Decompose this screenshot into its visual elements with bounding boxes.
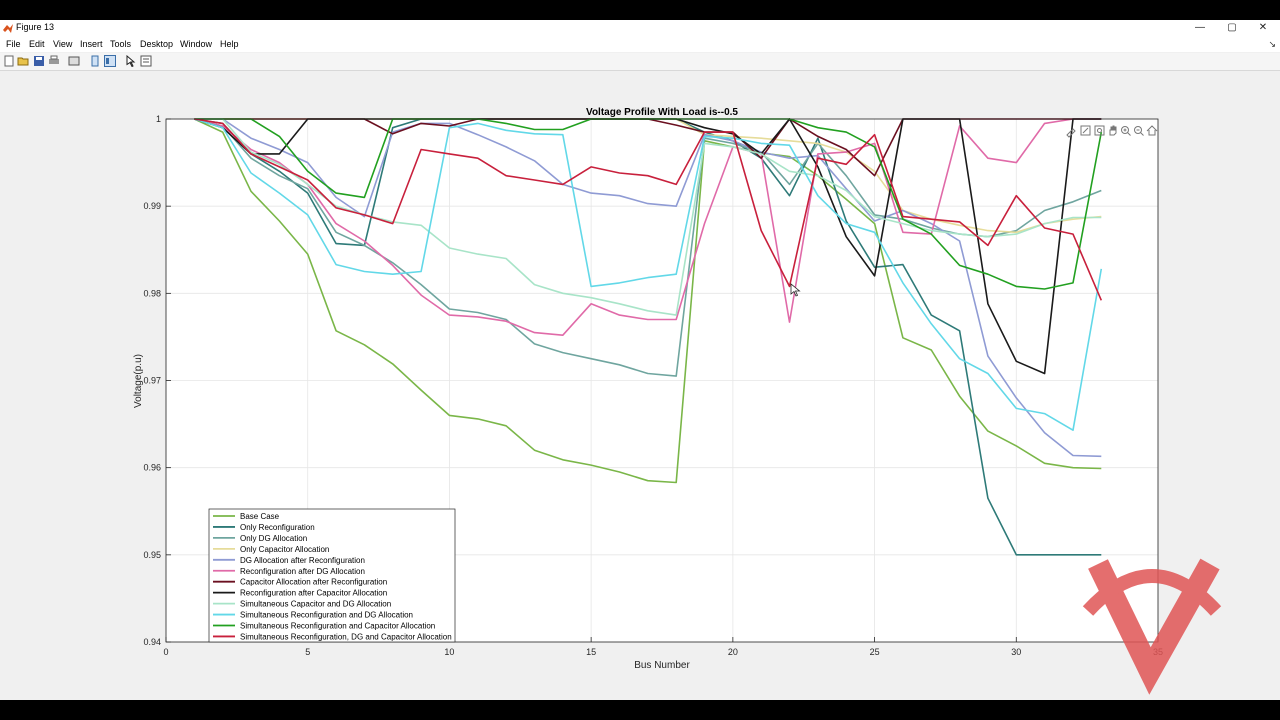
y-tick-label: 0.95 [143, 550, 161, 560]
x-tick-label: 15 [586, 647, 596, 657]
legend-entry[interactable]: Simultaneous Reconfiguration, DG and Cap… [240, 632, 452, 641]
legend-entry[interactable]: Simultaneous Reconfiguration and DG Allo… [240, 611, 413, 620]
zoom-in-icon[interactable] [1121, 126, 1131, 136]
menu-view[interactable]: View [53, 39, 73, 49]
x-tick-label: 5 [305, 647, 310, 657]
title-bar: Figure 13 — ▢ ✕ [0, 20, 1280, 37]
pan-icon[interactable] [1109, 125, 1117, 136]
series-line-10 [194, 118, 1103, 432]
menu-edit[interactable]: Edit [29, 39, 45, 49]
x-tick-label: 20 [728, 647, 738, 657]
menu-help[interactable]: Help [220, 39, 239, 49]
legend-entry[interactable]: DG Allocation after Reconfiguration [240, 556, 365, 565]
new-figure-icon[interactable] [3, 55, 15, 67]
y-tick-label: 0.98 [143, 288, 161, 298]
series-line-9 [194, 118, 1102, 316]
minimize-button[interactable]: — [1195, 22, 1205, 33]
voltage-profile-chart[interactable]: 0 5 10 15 20 25 30 350.940.950.960.970.980.991 … [0, 71, 1280, 700]
matlab-logo-icon [3, 24, 13, 33]
edit-plot-icon[interactable] [125, 55, 137, 67]
legend-entry[interactable]: Reconfiguration after Capacitor Allocati… [240, 589, 387, 598]
series-line-1 [193, 118, 1102, 484]
data-tips-icon[interactable] [1080, 125, 1091, 136]
chart-title: Voltage Profile With Load is--0.5 [586, 107, 738, 118]
menu-file[interactable]: File [6, 39, 21, 49]
figure-canvas: 0 5 10 15 20 25 30 35 0.94 0.95 0.96 0.97 0.98 0.99 1 … [0, 71, 1280, 700]
legend-entry[interactable]: Simultaneous Capacitor and DG Allocation [240, 600, 391, 609]
x-axis-label: Bus Number [634, 660, 690, 671]
menu-window[interactable]: Window [180, 39, 213, 49]
close-button[interactable]: ✕ [1258, 22, 1268, 33]
x-tick-label: 30 [1011, 647, 1021, 657]
menu-bar: File Edit View Insert Tools Desktop Wind… [0, 37, 1280, 52]
x-tick-label: 0 [163, 647, 168, 657]
x-tick-label: 10 [444, 647, 454, 657]
legend-entry[interactable]: Only Reconfiguration [240, 523, 315, 532]
watermark-logo-icon [1082, 558, 1222, 695]
menu-tools[interactable]: Tools [110, 39, 132, 49]
menu-insert[interactable]: Insert [80, 39, 103, 49]
legend[interactable]: Base Case Only Reconfiguration Only DG All… [208, 508, 456, 643]
rotate-icon[interactable] [1094, 125, 1105, 136]
series-line-3 [194, 118, 1102, 377]
x-tick-label: 25 [870, 647, 880, 657]
series-line-6 [194, 118, 1102, 337]
legend-entry[interactable]: Base Case [240, 512, 280, 521]
save-icon[interactable] [33, 55, 45, 67]
legend-entry[interactable]: Only DG Allocation [240, 534, 307, 543]
zoom-out-icon[interactable] [1134, 126, 1144, 136]
property-inspector-icon[interactable] [140, 55, 152, 67]
legend-entry[interactable]: Simultaneous Reconfiguration and Capacit… [240, 622, 435, 631]
y-tick-label: 1 [156, 114, 161, 124]
print-icon[interactable] [48, 55, 60, 67]
show-plot-tools-icon[interactable] [104, 55, 116, 67]
y-tick-label: 0.94 [143, 637, 161, 647]
hide-plot-tools-icon[interactable] [89, 55, 101, 67]
legend-box [208, 508, 456, 643]
link-plot-icon[interactable] [68, 55, 80, 67]
series-line-12 [194, 118, 1103, 301]
mouse-cursor-icon [790, 283, 801, 297]
menu-desktop[interactable]: Desktop [140, 39, 174, 49]
legend-entry[interactable]: Capacitor Allocation after Reconfigurati… [240, 578, 387, 587]
figure-window: Figure 13 — ▢ ✕ File Edit View Insert To… [0, 20, 1280, 700]
maximize-button[interactable]: ▢ [1227, 22, 1237, 33]
series-line-5 [194, 118, 1102, 458]
y-tick-label: 0.99 [143, 201, 161, 211]
legend-entry[interactable]: Only Capacitor Allocation [240, 545, 329, 554]
window-title: Figure 13 [16, 22, 55, 32]
legend-entry[interactable]: Reconfiguration after DG Allocation [240, 567, 365, 576]
axes-toolbar [1066, 125, 1158, 138]
figure-toolbar [0, 53, 1280, 71]
brush-icon[interactable] [1066, 128, 1076, 138]
dock-figure-icon[interactable]: ↘ [1268, 39, 1276, 49]
y-tick-label: 0.96 [143, 463, 161, 473]
open-file-icon[interactable] [17, 55, 29, 67]
y-axis-label: Voltage(p.u) [133, 354, 144, 408]
y-tick-label: 0.97 [143, 376, 161, 386]
home-icon[interactable] [1146, 125, 1158, 136]
